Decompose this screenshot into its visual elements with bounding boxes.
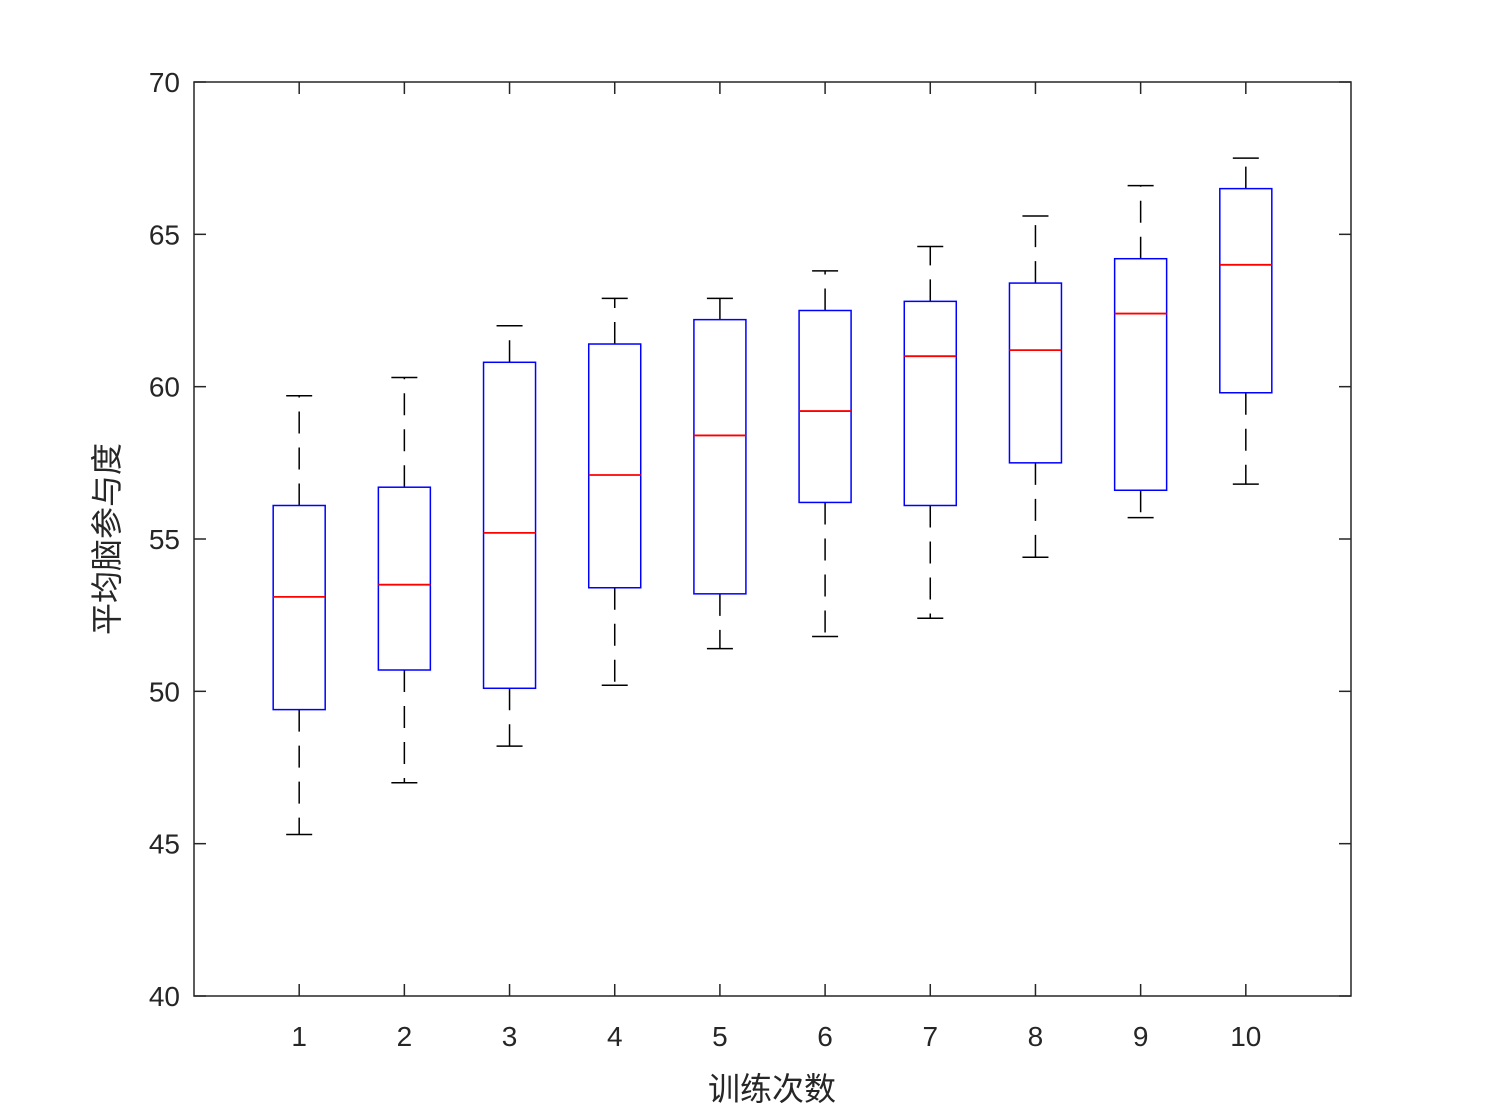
box-1 [272, 395, 326, 836]
iqr-box [587, 343, 642, 589]
box-8 [1008, 215, 1063, 559]
y-axis: 40 45 50 55 60 65 70 [149, 67, 1351, 1012]
iqr-box [1219, 187, 1273, 394]
iqr-box [1008, 282, 1063, 464]
box-6 [798, 270, 852, 638]
box-10 [1219, 157, 1273, 485]
x-axis: 1 2 3 4 5 6 7 8 9 10 [291, 82, 1261, 1052]
box-5 [693, 297, 747, 650]
x-tick-label: 8 [1028, 1021, 1044, 1052]
x-tick-label: 5 [712, 1021, 728, 1052]
y-tick-label: 55 [149, 524, 180, 555]
x-tick-label: 2 [397, 1021, 413, 1052]
x-tick-label: 10 [1230, 1021, 1261, 1052]
y-tick-label: 45 [149, 829, 180, 860]
iqr-box [272, 504, 326, 711]
iqr-box [903, 300, 958, 507]
x-tick-label: 7 [922, 1021, 938, 1052]
iqr-box [482, 361, 537, 690]
x-axis-label: 训练次数 [708, 1070, 836, 1108]
box-2 [377, 376, 432, 784]
y-tick-label: 60 [149, 372, 180, 403]
box-9 [1113, 184, 1168, 519]
y-tick-label: 40 [149, 981, 180, 1012]
iqr-box [798, 309, 852, 504]
x-tick-label: 3 [502, 1021, 518, 1052]
y-tick-label: 50 [149, 676, 180, 707]
iqr-box [1113, 257, 1168, 492]
y-axis-label: 平均脑参与度 [88, 443, 126, 635]
iqr-box [693, 318, 747, 595]
box-7 [903, 245, 958, 619]
y-tick-label: 65 [149, 219, 180, 250]
x-tick-label: 6 [817, 1021, 833, 1052]
x-tick-label: 1 [291, 1021, 307, 1052]
y-tick-label: 70 [149, 67, 180, 98]
plot-area [193, 81, 1352, 997]
x-tick-label: 4 [607, 1021, 623, 1052]
box-3 [482, 324, 537, 747]
iqr-box [377, 486, 432, 671]
x-tick-label: 9 [1133, 1021, 1149, 1052]
box-4 [587, 297, 642, 686]
boxes-group [272, 157, 1273, 836]
